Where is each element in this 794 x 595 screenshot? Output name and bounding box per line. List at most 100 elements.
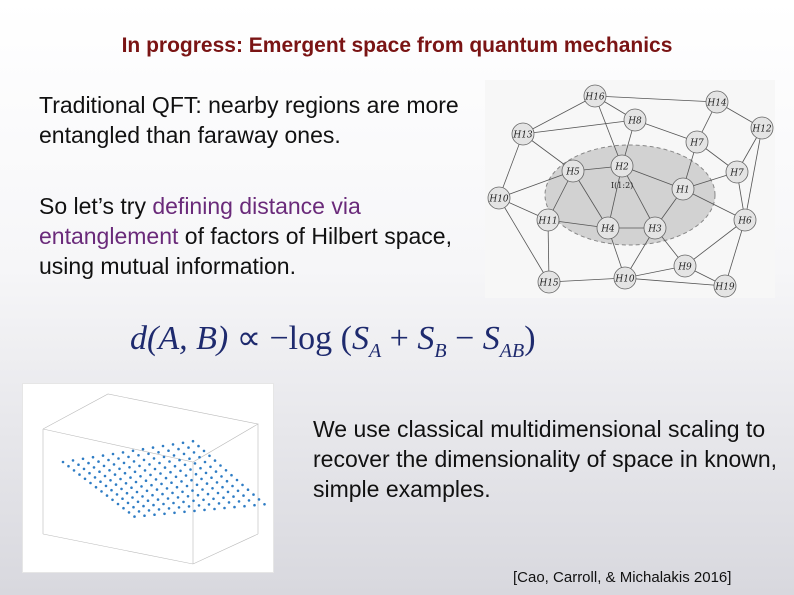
mds-point [89,481,92,485]
mds-point [197,444,200,448]
mds-point [129,476,132,479]
mds-point [193,509,196,513]
mds-point [133,470,137,474]
mds-point [196,493,200,497]
mds-point [187,505,191,508]
formula-term-sb: SB [417,320,447,362]
mds-point [180,480,183,483]
mds-point [191,439,195,443]
graph-node-label: H10 [488,195,509,205]
mds-point [187,446,190,449]
mds-point [161,444,165,448]
mds-point [154,478,158,481]
mds-point [72,469,76,472]
mds-point [213,507,216,511]
mds-point [87,461,90,465]
mds-point [212,497,215,501]
mds-point [130,486,133,489]
mds-point [77,463,80,466]
mds-point [181,441,185,445]
mds-point [200,477,203,481]
mds-point [197,504,201,507]
mds-point [160,482,163,486]
mds-point [81,457,85,461]
mds-point [92,466,96,469]
graph-node-label: H8 [627,117,642,127]
mds-point [163,466,167,469]
graph-edge [724,219,746,287]
mds-point [143,514,146,517]
mds-point [161,492,164,496]
mds-point [173,464,177,468]
graph-edge [682,188,746,221]
mds-point [139,475,142,478]
mds-point [208,454,211,458]
graph-edge [548,277,626,283]
mds-point [179,469,182,473]
mds-point [222,496,225,499]
mds-point [113,473,117,476]
mds-point [177,447,180,451]
graph-node-label: H5 [565,168,580,178]
mds-point [167,507,171,510]
graph-edge [624,277,726,287]
graph-node-label: H7 [689,139,704,149]
citation: [Cao, Carroll, & Michalakis 2016] [513,569,732,586]
mds-point [132,460,136,463]
mds-point [97,460,100,463]
mds-point [202,449,206,453]
graph-nodes: H16 H14 H12 H13 H8 H7 H7 H5 H2 H1 H10 H11 H4 H3 H6 H9 H1… [487,84,774,298]
mutual-information-label: I(1:2) [611,181,633,190]
graph-node-label: H19 [714,283,735,293]
mds-point [183,510,186,514]
graph-node-label: H9 [677,263,692,273]
graph-node: H15 [537,270,561,294]
mds-point [104,484,108,488]
mds-point [109,479,112,482]
mds-point [102,464,106,468]
mds-point [167,449,170,452]
mds-point [112,463,116,466]
formula-minus-2: − [455,320,475,357]
mds-point [157,451,160,454]
mds-point [176,496,180,499]
graph-node: H7 [685,130,709,154]
mds-point [181,490,184,494]
mds-point [82,467,86,471]
mds-point [219,464,222,467]
mds-point [246,488,250,491]
mds-point [145,489,149,493]
mds-point [189,468,192,471]
statement-prefix: So let’s try [39,193,153,219]
region-ellipse [544,144,716,246]
graph-edge [684,219,746,267]
mds-point [111,498,114,502]
mds-point [263,503,266,506]
mds-point [124,482,128,485]
mds-3d-plot [22,383,274,573]
graph-edge [498,170,574,199]
mds-point [71,459,75,462]
mds-point [230,473,233,477]
mds-point [227,501,231,504]
mds-point [226,490,230,494]
graph-node: H9 [673,254,697,278]
mds-point [223,506,226,510]
graph-node-label: H4 [600,225,615,235]
graph-node: H2 [610,154,634,178]
formula-lhs: d(A, B) [130,320,229,357]
mds-point [152,457,156,460]
mds-point [182,500,185,504]
graph-svg: H16 H14 H12 H13 H8 H7 H7 H5 H2 H1 H10 H11 H4 H3 H6 H9 H1… [487,84,774,298]
mds-point [192,499,195,503]
mds-point [203,460,207,464]
entanglement-distance-statement: So let’s try defining distance via entan… [39,191,479,281]
mds-point [128,466,131,469]
mds-point [173,511,176,515]
graph-node: H10 [487,186,511,210]
mds-point [171,443,175,446]
formula-term-sab: SAB [482,320,525,362]
mds-point [150,483,153,487]
graph-node-label: H15 [538,279,559,289]
mds-point [123,471,127,475]
